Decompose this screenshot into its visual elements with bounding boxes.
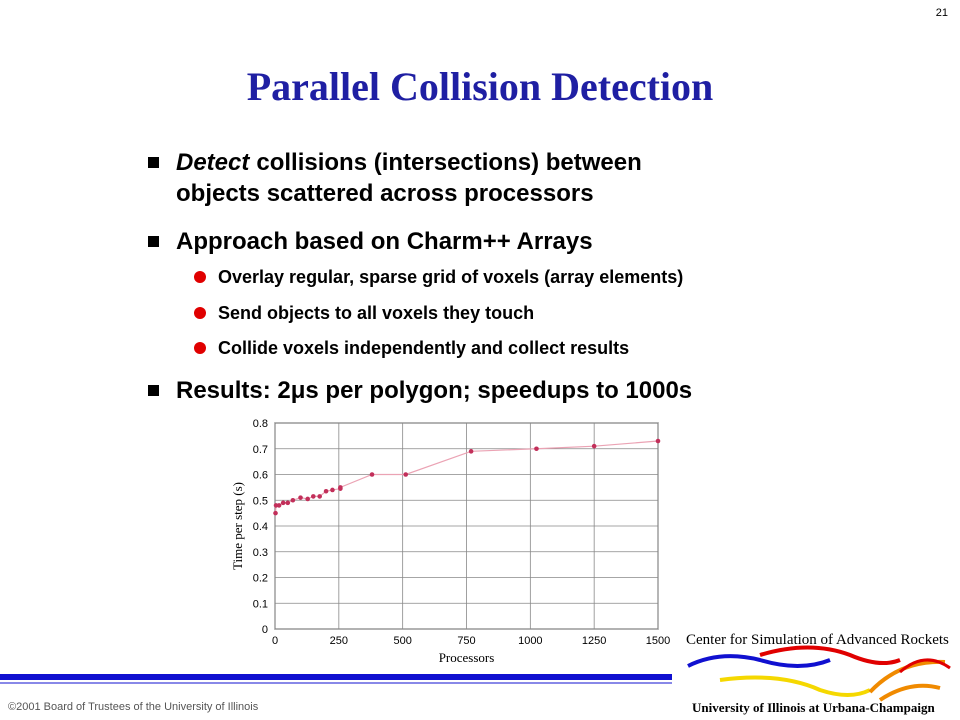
logo-bottom: University of Illinois at Urbana-Champai… [692, 700, 935, 715]
bullet-line: collisions (intersections) between [256, 149, 641, 176]
logo-wave [899, 658, 951, 674]
data-point [298, 495, 303, 500]
bullet-marker [148, 385, 159, 396]
logo-wave [759, 645, 901, 666]
bullet-marker [148, 157, 159, 168]
data-point [534, 446, 539, 452]
y-axis-label: Time per step (s) [230, 482, 245, 570]
y-tick-label: 0.3 [253, 547, 268, 559]
logo-wave [687, 654, 831, 668]
data-point [369, 472, 375, 477]
data-point [276, 503, 282, 508]
bullet-marker [148, 236, 159, 247]
sub-bullet-marker [194, 271, 206, 283]
y-tick-label: 0.6 [253, 470, 268, 482]
x-axis-label: Processors [439, 650, 495, 665]
y-tick-label: 0.7 [253, 444, 268, 456]
sub-bullet-text: Overlay regular, sparse grid of voxels (… [218, 267, 683, 287]
footer-text: ©2001 Board of Trustees of the Universit… [8, 701, 259, 713]
data-point [330, 487, 335, 493]
emphasis: Detect [176, 149, 250, 176]
y-tick-label: 0.5 [253, 495, 268, 507]
x-tick-label: 1500 [646, 635, 670, 647]
data-point [468, 449, 474, 454]
data-point [655, 438, 661, 444]
sub-bullet-text: Collide voxels independently and collect… [218, 338, 629, 358]
y-tick-label: 0.1 [253, 598, 268, 610]
sub-bullet-marker [194, 307, 206, 319]
x-tick-label: 750 [457, 635, 475, 647]
chart: 0 0.1 0.2 0.3 0.4 0.5 0.6 0.7 0.8 0 250 500 750 1000 1… [230, 418, 670, 665]
slide-title: Parallel Collision Detection [247, 64, 714, 109]
bullet-text: Detect collisions (intersections) between [176, 149, 642, 176]
y-tick-label: 0.4 [253, 521, 268, 533]
data-point [305, 496, 310, 502]
data-point [273, 510, 278, 516]
y-tick-label: 0.8 [253, 418, 268, 430]
bullet-text: Results: 2μs per polygon; speedups to 10… [176, 377, 692, 404]
x-tick-label: 500 [393, 635, 411, 647]
data-point [280, 500, 286, 506]
data-point [285, 500, 291, 506]
data-point [403, 472, 409, 477]
x-tick-label: 250 [330, 635, 348, 647]
y-tick-label: 0.2 [253, 573, 268, 585]
bullet-text: Approach based on Charm++ Arrays [176, 228, 593, 255]
sub-bullet-marker [194, 342, 206, 354]
bullet-line: objects scattered across processors [176, 180, 594, 207]
logo-top: Center for Simulation of Advanced Rocket… [686, 632, 949, 648]
data-point [591, 443, 597, 449]
slide-number: 21 [936, 7, 948, 19]
x-tick-label: 0 [272, 635, 278, 647]
data-point [338, 485, 343, 490]
data-point [323, 488, 329, 494]
data-point [317, 494, 322, 499]
logo-wave [878, 683, 941, 702]
x-tick-label: 1000 [518, 635, 542, 647]
y-tick-label: 0 [262, 624, 268, 636]
footer-bar [0, 674, 672, 680]
data-point [311, 494, 316, 499]
data-point [290, 497, 296, 503]
x-tick-label: 1250 [582, 635, 606, 647]
sub-bullet-text: Send objects to all voxels they touch [218, 303, 534, 323]
logo-wave [719, 675, 871, 697]
